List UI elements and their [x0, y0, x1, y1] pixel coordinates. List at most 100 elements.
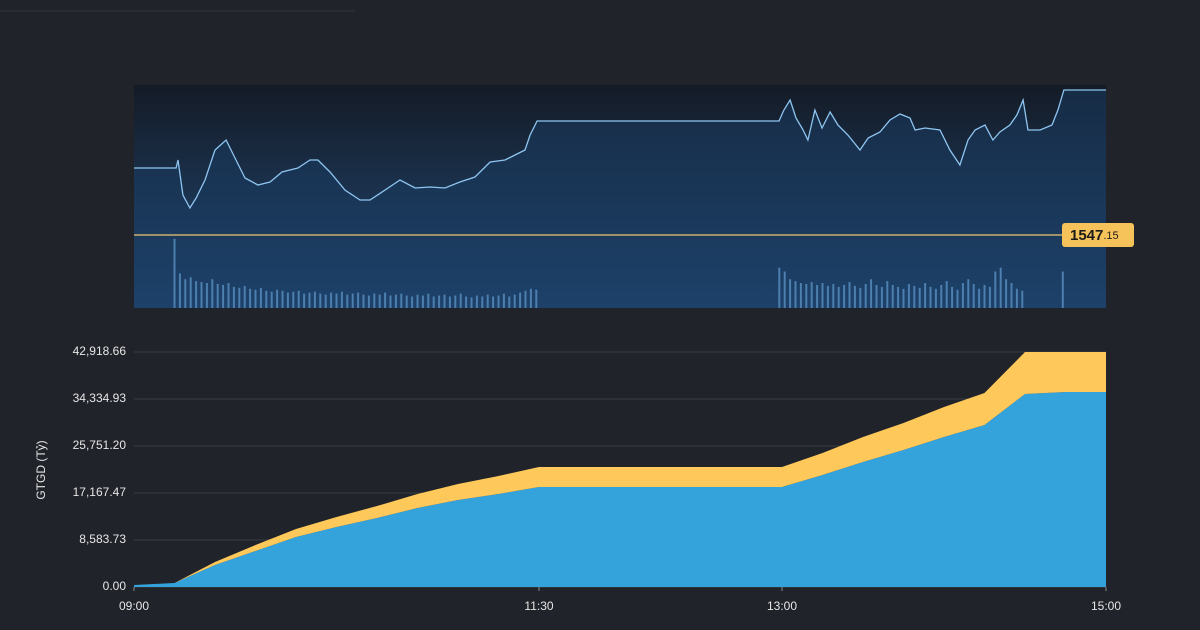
volume-bar — [794, 281, 797, 308]
volume-bar — [972, 284, 975, 308]
volume-bar — [875, 284, 878, 308]
volume-bar — [276, 289, 279, 308]
volume-bar — [508, 296, 511, 308]
volume-bar — [389, 295, 392, 308]
price-line — [134, 89, 1106, 210]
volume-bar — [1021, 290, 1024, 308]
volume-bar — [308, 292, 311, 308]
volume-bar — [373, 293, 376, 308]
volume-bar — [205, 283, 208, 308]
volume-bar — [864, 284, 867, 308]
volume-bar — [805, 284, 808, 308]
volume-bar — [324, 294, 327, 308]
price-area — [134, 90, 1106, 308]
volume-bar — [859, 287, 862, 308]
volume-bar — [832, 284, 835, 308]
volume-bar — [465, 296, 468, 308]
volume-bar — [454, 295, 457, 308]
volume-bar — [967, 279, 970, 308]
volume-bar — [999, 267, 1002, 308]
volume-bar — [951, 286, 954, 308]
volume-bar — [940, 284, 943, 308]
volume-bar — [956, 289, 959, 308]
volume-bar — [443, 294, 446, 308]
volume-bar — [173, 238, 176, 308]
volume-bar — [211, 279, 214, 308]
volume-bar — [961, 283, 964, 308]
volume-bar — [880, 286, 883, 308]
volume-bar — [249, 288, 252, 308]
volume-bar — [405, 295, 408, 308]
volume-bar — [475, 295, 478, 308]
volume-bar — [243, 285, 246, 308]
volume-bar — [346, 294, 349, 308]
volume-bar — [853, 285, 856, 308]
volume-bar — [281, 290, 284, 308]
volume-bar — [918, 287, 921, 308]
volume-bar — [513, 294, 516, 308]
volume-bar — [826, 285, 829, 308]
x-tick-label: 13:00 — [767, 599, 797, 613]
volume-bar — [502, 293, 505, 308]
volume-bar — [843, 284, 846, 308]
volume-bar — [400, 293, 403, 308]
volume-bar — [438, 295, 441, 308]
volume-bar — [907, 284, 910, 308]
volume-bar — [837, 286, 840, 308]
x-tick-label: 09:00 — [119, 599, 149, 613]
volume-bar — [292, 291, 295, 308]
volume-bar — [319, 293, 322, 308]
volume-bar — [297, 290, 300, 308]
volume-bar — [789, 279, 792, 308]
volume-bar — [913, 285, 916, 308]
volume-bar — [367, 295, 370, 308]
volume-bar — [432, 296, 435, 308]
volume-bar — [902, 288, 905, 308]
y-tick-label: 8,583.73 — [79, 532, 126, 546]
volume-bar — [265, 290, 268, 308]
y-tick-label: 17,167.47 — [73, 485, 127, 499]
volume-bar — [303, 293, 306, 308]
y-tick-label: 34,334.93 — [73, 391, 127, 405]
volume-bar — [238, 287, 241, 308]
volume-bar — [810, 282, 813, 308]
volume-bar — [421, 295, 424, 308]
y-tick-label: 25,751.20 — [73, 438, 127, 452]
volume-bar — [232, 286, 235, 308]
volume-bar — [184, 279, 187, 308]
volume-bar — [313, 291, 316, 308]
volume-bar — [1015, 288, 1018, 308]
volume-bar — [222, 284, 225, 308]
x-tick-label: 15:00 — [1091, 599, 1121, 613]
volume-bar — [529, 288, 532, 308]
volume-bar — [1005, 279, 1008, 308]
volume-bar — [978, 288, 981, 308]
volume-bar — [178, 273, 181, 308]
volume-bar — [470, 297, 473, 308]
volume-bar — [357, 292, 360, 308]
volume-bar — [870, 279, 873, 308]
volume-bar — [351, 293, 354, 308]
volume-bar — [778, 267, 781, 308]
volume-bar — [427, 293, 430, 308]
volume-bar — [270, 291, 273, 308]
volume-bar — [519, 292, 522, 308]
volume-bar — [254, 289, 257, 308]
volume-bar — [1061, 271, 1064, 308]
volume-bar — [330, 292, 333, 308]
volume-bar — [848, 282, 851, 308]
volume-bar — [891, 284, 894, 308]
volume-bar — [897, 286, 900, 308]
volume-bar — [497, 295, 500, 308]
volume-bar — [459, 293, 462, 308]
volume-bar — [216, 284, 219, 308]
volume-bar — [492, 296, 495, 308]
volume-bar — [816, 284, 819, 308]
volume-bar — [821, 283, 824, 308]
volume-bar — [394, 294, 397, 308]
y-tick-label: 0.00 — [103, 579, 127, 593]
volume-bar — [994, 271, 997, 308]
reference-badge — [1062, 222, 1134, 247]
